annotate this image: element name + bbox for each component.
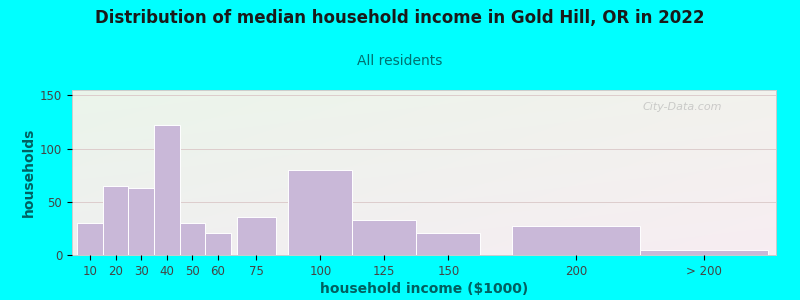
Bar xyxy=(512,226,640,255)
Bar xyxy=(154,125,179,255)
Bar xyxy=(205,232,230,255)
Y-axis label: households: households xyxy=(22,128,36,217)
Text: Distribution of median household income in Gold Hill, OR in 2022: Distribution of median household income … xyxy=(95,9,705,27)
Bar xyxy=(237,217,275,255)
Bar xyxy=(640,250,768,255)
Bar xyxy=(416,232,480,255)
Bar xyxy=(77,223,102,255)
Bar xyxy=(288,170,352,255)
Bar xyxy=(128,188,154,255)
Bar xyxy=(179,223,205,255)
Bar xyxy=(102,186,128,255)
Text: All residents: All residents xyxy=(358,54,442,68)
Bar xyxy=(352,220,416,255)
Text: City-Data.com: City-Data.com xyxy=(642,101,722,112)
X-axis label: household income ($1000): household income ($1000) xyxy=(320,282,528,296)
